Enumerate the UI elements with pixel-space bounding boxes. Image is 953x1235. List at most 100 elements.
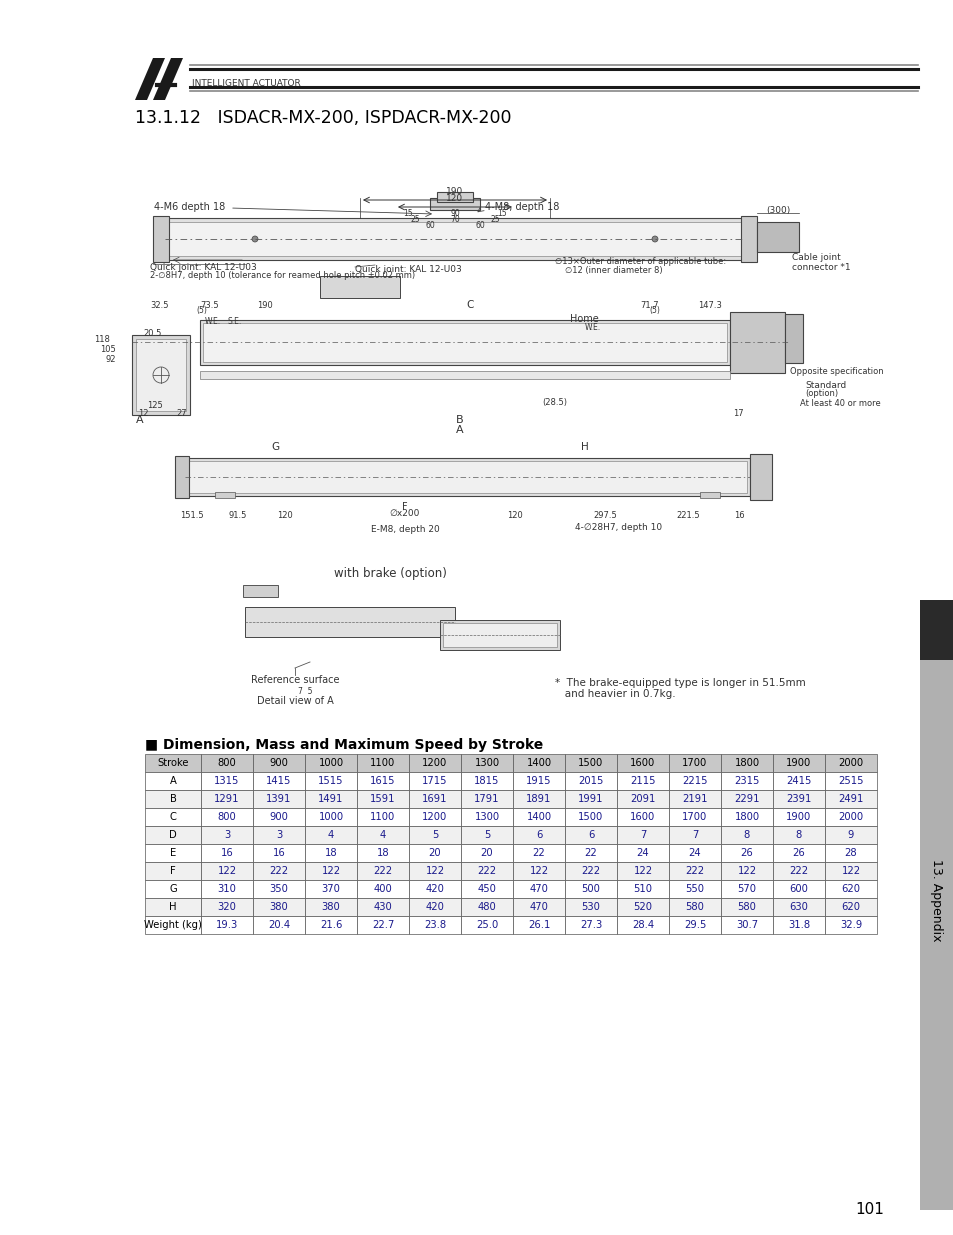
Bar <box>201 755 253 772</box>
Text: 15: 15 <box>403 209 413 217</box>
Text: 1791: 1791 <box>474 794 499 804</box>
Text: 1591: 1591 <box>370 794 395 804</box>
Text: Cable joint: Cable joint <box>791 253 840 263</box>
Text: 26: 26 <box>740 848 753 858</box>
Bar <box>772 881 824 898</box>
Bar <box>174 456 189 498</box>
Bar <box>436 191 473 203</box>
Bar <box>152 216 169 262</box>
Text: 31.8: 31.8 <box>787 920 809 930</box>
Text: 122: 122 <box>321 866 340 876</box>
Text: ∅12 (inner diameter 8): ∅12 (inner diameter 8) <box>564 267 662 275</box>
Bar <box>720 808 772 826</box>
Text: 1100: 1100 <box>370 758 395 768</box>
Bar <box>564 826 617 844</box>
Text: 222: 222 <box>269 866 288 876</box>
Bar <box>460 826 513 844</box>
Bar <box>145 755 201 772</box>
Bar <box>513 862 564 881</box>
Bar <box>720 898 772 916</box>
Text: 30.7: 30.7 <box>735 920 758 930</box>
Text: At least 40 or more: At least 40 or more <box>800 399 880 408</box>
Text: 24: 24 <box>688 848 700 858</box>
Text: 1915: 1915 <box>526 776 551 785</box>
Bar <box>668 790 720 808</box>
Text: 91.5: 91.5 <box>229 511 247 520</box>
Bar <box>460 881 513 898</box>
Bar <box>201 844 253 862</box>
Text: 122: 122 <box>737 866 756 876</box>
Bar <box>409 898 460 916</box>
Bar <box>824 898 876 916</box>
Text: 1500: 1500 <box>578 811 603 823</box>
Bar <box>617 790 668 808</box>
Text: 3: 3 <box>275 830 282 840</box>
Text: 2515: 2515 <box>838 776 862 785</box>
Bar <box>513 755 564 772</box>
Text: 380: 380 <box>270 902 288 911</box>
Bar <box>442 622 557 647</box>
Bar <box>145 881 201 898</box>
Text: 29.5: 29.5 <box>683 920 705 930</box>
Text: 430: 430 <box>374 902 392 911</box>
Text: 28: 28 <box>843 848 857 858</box>
Bar <box>214 492 234 498</box>
Text: 1800: 1800 <box>734 811 759 823</box>
Bar <box>772 790 824 808</box>
Bar <box>513 881 564 898</box>
Text: 800: 800 <box>217 811 236 823</box>
Text: 147.3: 147.3 <box>698 300 721 310</box>
Text: 530: 530 <box>581 902 599 911</box>
Bar <box>305 916 356 934</box>
Text: 370: 370 <box>321 884 340 894</box>
Bar <box>564 898 617 916</box>
Text: 60: 60 <box>475 221 484 231</box>
Text: 1291: 1291 <box>214 794 239 804</box>
Bar <box>824 772 876 790</box>
Text: 71.7: 71.7 <box>640 300 659 310</box>
Text: 7: 7 <box>691 830 698 840</box>
Text: 122: 122 <box>633 866 652 876</box>
Text: 400: 400 <box>374 884 392 894</box>
Text: 122: 122 <box>217 866 236 876</box>
Text: 5: 5 <box>483 830 490 840</box>
Text: 350: 350 <box>270 884 288 894</box>
Bar <box>720 881 772 898</box>
Text: 1200: 1200 <box>422 758 447 768</box>
Bar <box>757 222 799 252</box>
Bar <box>356 881 409 898</box>
Bar <box>201 790 253 808</box>
Text: 122: 122 <box>425 866 444 876</box>
Text: 19.3: 19.3 <box>215 920 238 930</box>
Bar <box>513 772 564 790</box>
Text: 12: 12 <box>137 409 148 417</box>
Text: 7: 7 <box>639 830 645 840</box>
Text: 620: 620 <box>841 884 860 894</box>
Text: 16: 16 <box>733 511 743 520</box>
Text: 1900: 1900 <box>785 758 811 768</box>
Bar <box>564 808 617 826</box>
Bar <box>430 198 479 210</box>
Bar <box>253 808 305 826</box>
Text: 1315: 1315 <box>214 776 239 785</box>
Bar <box>132 335 190 415</box>
Bar <box>460 898 513 916</box>
Text: E-M8, depth 20: E-M8, depth 20 <box>370 526 439 535</box>
Bar <box>460 916 513 934</box>
Text: 221.5: 221.5 <box>676 511 700 520</box>
Bar <box>617 808 668 826</box>
Bar <box>617 844 668 862</box>
Text: 1100: 1100 <box>370 811 395 823</box>
Text: 900: 900 <box>270 811 288 823</box>
Bar <box>460 862 513 881</box>
Text: 190: 190 <box>257 300 273 310</box>
Text: 25.0: 25.0 <box>476 920 497 930</box>
Text: 3: 3 <box>224 830 230 840</box>
Text: F: F <box>170 866 175 876</box>
Text: 500: 500 <box>581 884 599 894</box>
Bar <box>617 755 668 772</box>
Text: 600: 600 <box>789 884 807 894</box>
Text: 2015: 2015 <box>578 776 603 785</box>
Text: 1000: 1000 <box>318 811 343 823</box>
Bar <box>253 898 305 916</box>
